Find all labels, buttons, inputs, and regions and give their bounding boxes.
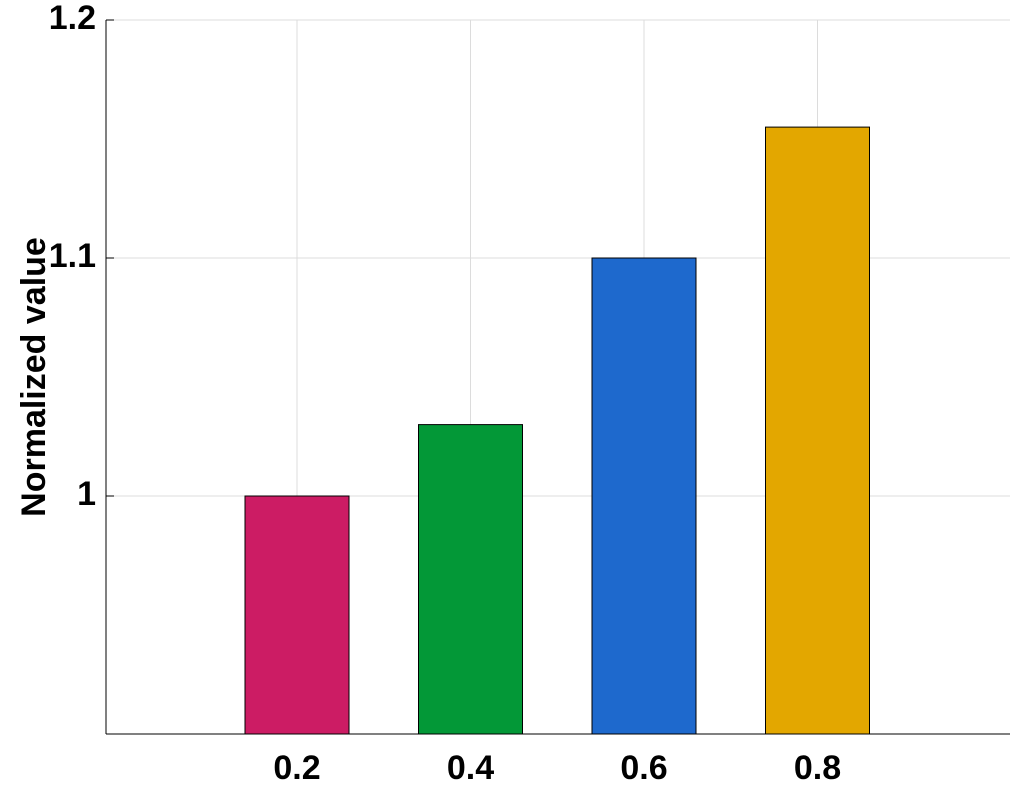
bar: [244, 495, 350, 735]
y-tick-label: 1.1: [49, 237, 96, 275]
y-axis-label: Normalized value: [15, 237, 53, 517]
bar: [418, 424, 523, 735]
y-tick-label: 1: [77, 475, 96, 513]
x-tick-label: 0.8: [794, 749, 841, 787]
x-tick-label: 0.6: [620, 749, 667, 787]
bar: [765, 126, 870, 735]
y-tick-label: 1.2: [49, 0, 96, 37]
x-tick-label: 0.2: [273, 749, 320, 787]
bar: [591, 257, 697, 735]
x-tick-label: 0.4: [447, 749, 494, 787]
